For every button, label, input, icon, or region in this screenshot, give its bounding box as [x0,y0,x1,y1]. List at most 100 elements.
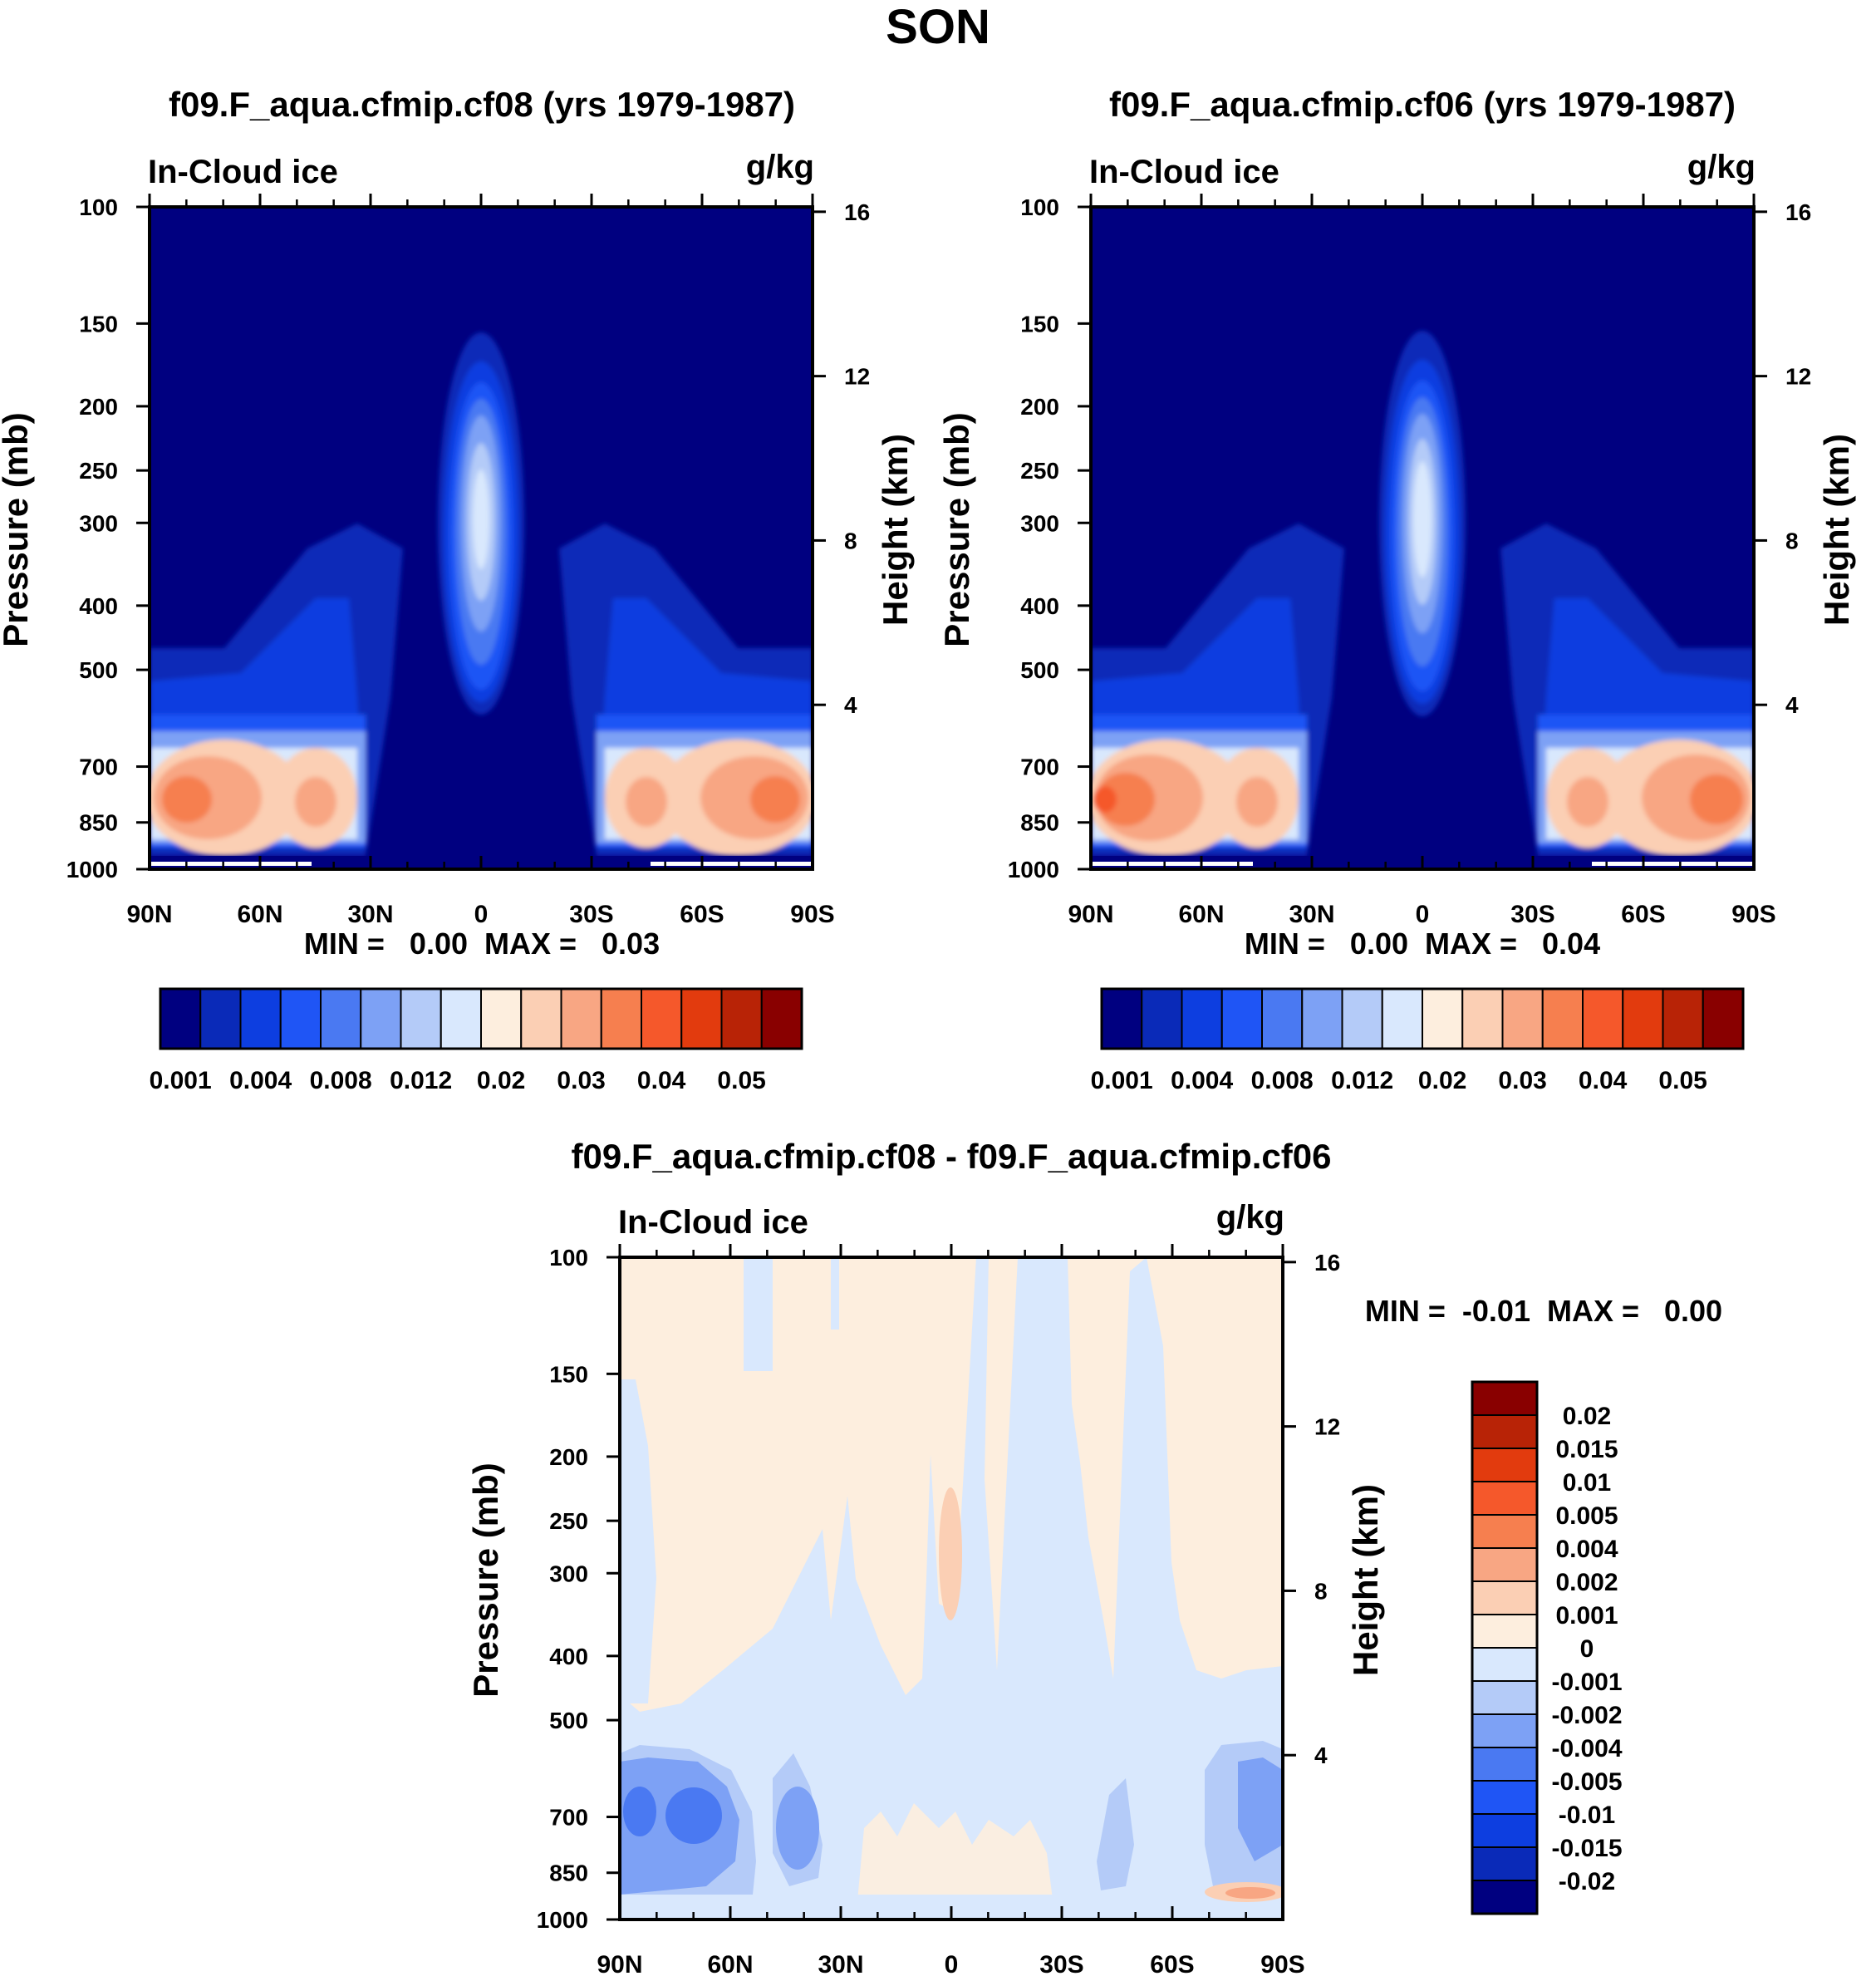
colorbar-swatch [1261,988,1304,1049]
colorbar-label: 0.001 [1555,1602,1618,1630]
neg4-region-north1 [623,1787,656,1836]
units-label: g/kg [1687,149,1756,185]
colorbar-label: -0.01 [1559,1802,1615,1829]
north-lowlevel-l10 [162,776,212,823]
colorbar-swatch [760,988,803,1049]
colorbar-label: -0.015 [1551,1835,1622,1862]
colorbar-swatch [1461,988,1504,1049]
colorbar-label: 0.004 [1555,1536,1618,1563]
panel-title: f09.F_aqua.cfmip.cf08 - f09.F_aqua.cfmip… [572,1137,1332,1176]
colorbar-label: -0.002 [1551,1702,1622,1729]
colorbar-swatch [279,988,322,1049]
neg-region-high-strip2 [831,1257,839,1330]
season-title: SON [886,0,990,54]
colorbar-label: 0.005 [1555,1502,1618,1530]
y-tick-label: 1000 [1008,857,1059,882]
north-lowlevel-l9 [1236,777,1278,827]
y-tick-label: 1000 [537,1907,588,1933]
pos-anomaly-south-surface2 [1225,1887,1275,1899]
colorbar-swatch [1471,1580,1538,1615]
colorbar-swatch [320,988,362,1049]
y-axis-title: Pressure (mb) [0,412,35,646]
colorbar-label: 0.05 [717,1067,765,1094]
colorbar-label: 0.02 [1563,1403,1611,1430]
y-tick-label: 250 [549,1508,588,1534]
surface-line-s [651,862,813,866]
colorbar-swatch [1141,988,1183,1049]
x-tick-label: 30S [1510,901,1554,928]
y-tick-label: 250 [79,458,118,484]
y-tick-label: 400 [79,593,118,619]
colorbar-swatch [360,988,402,1049]
colorbar: 0.001 0.004 0.008 0.012 0.02 0.03 0.04 0.05 [150,987,803,1094]
y-tick-label: 200 [1020,394,1059,420]
colorbar-label: 0.004 [1171,1067,1233,1094]
y-tick-label: 100 [549,1245,588,1271]
north-lowlevel-l9 [295,777,336,827]
colorbar-swatch [1471,1381,1538,1416]
surface-line-n [150,862,312,866]
y-tick-label: 250 [1020,458,1059,484]
colorbar-label: -0.005 [1551,1768,1622,1796]
colorbar-swatch [480,988,523,1049]
colorbar-label: 0 [1580,1635,1594,1663]
y-tick-label: 850 [79,810,118,836]
x-tick-label: 30N [347,901,393,928]
height-tick-label: 12 [844,364,870,390]
colorbar-swatch [1702,988,1744,1049]
height-tick-label: 16 [1314,1250,1340,1276]
height-tick-label: 12 [1785,364,1811,390]
y-tick-label: 300 [1020,510,1059,536]
min-max-readout: MIN = 0.00 MAX = 0.04 [1245,927,1600,961]
surface-line-s [1592,862,1754,866]
colorbar-label: 0.002 [1555,1569,1618,1596]
x-tick-label: 60S [1150,1951,1194,1979]
colorbar-swatch [1471,1547,1538,1582]
colorbar-label: -0.001 [1551,1669,1622,1696]
y-tick-label: 200 [549,1444,588,1470]
colorbar-label: 0.004 [229,1067,292,1094]
units-label: g/kg [1216,1199,1284,1236]
pos-anomaly-equator [939,1487,962,1620]
colorbar-swatch [1471,1514,1538,1549]
x-tick-label: 90N [126,901,172,928]
plot-field [1091,207,1754,869]
y-tick-label: 1000 [66,857,118,882]
south-lowlevel-l9 [626,777,667,827]
colorbar-swatch [239,988,282,1049]
y-tick-label: 400 [1020,593,1059,619]
colorbar-label: 0.012 [390,1067,452,1094]
left-variable-label: In-Cloud ice [148,154,338,190]
x-tick-label: 90N [1068,901,1113,928]
colorbar-label: -0.004 [1551,1735,1622,1762]
panel-cf06: f09.F_aqua.cfmip.cf06 (yrs 1979-1987) In… [937,85,1856,1094]
south-lowlevel-l10 [1690,774,1743,824]
panel-title: f09.F_aqua.cfmip.cf08 (yrs 1979-1987) [169,85,795,124]
y-tick-label: 400 [549,1644,588,1669]
colorbar-swatch [400,988,442,1049]
y-tick-label: 850 [1020,810,1059,836]
colorbar-label: 0.04 [637,1067,686,1094]
height-tick-label: 16 [1785,199,1811,225]
height-tick-label: 16 [844,199,870,225]
tropical-column-l7 [1413,461,1432,578]
y-tick-label: 200 [79,394,118,420]
colorbar-swatch [1181,988,1223,1049]
x-tick-label: 30S [1039,1951,1083,1979]
colorbar-swatch [1341,988,1383,1049]
height-tick-label: 4 [1314,1743,1328,1768]
tropical-column-l7 [473,469,489,569]
colorbar-swatch [1582,988,1624,1049]
colorbar-frame [1100,987,1745,1050]
y-tick-label: 100 [79,194,118,220]
colorbar-swatch [1381,988,1423,1049]
colorbar-label: 0.02 [477,1067,525,1094]
colorbar-swatch [160,988,202,1049]
panel-axes: 90N 60N 30N 0 30S 60S 90S 100 150 200 250 300 400 500… [466,1244,1385,1979]
x-tick-label: 60N [707,1951,753,1979]
colorbar-swatch [641,988,683,1049]
colorbar-swatch [1471,1614,1538,1649]
left-variable-label: In-Cloud ice [1089,154,1279,190]
north-lowlevel-l11 [1093,786,1117,813]
y-tick-label: 300 [549,1561,588,1586]
